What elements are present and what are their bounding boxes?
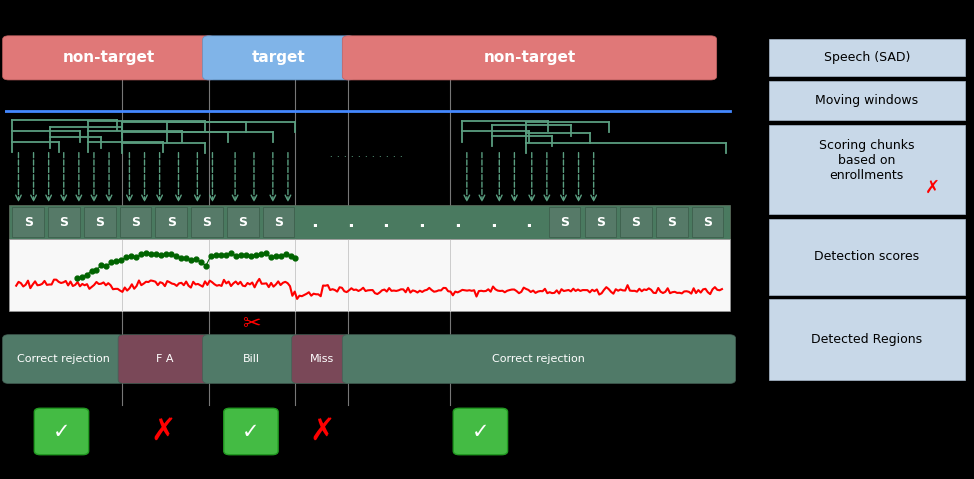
Bar (9, 205, 730, 240)
Bar (48, 207, 80, 237)
Bar (227, 207, 259, 237)
Bar (156, 207, 187, 237)
Text: Scoring chunks
based on
enrollments: Scoring chunks based on enrollments (819, 139, 915, 182)
Text: S: S (703, 216, 712, 229)
Text: .: . (418, 213, 425, 231)
Text: Detection scores: Detection scores (814, 250, 919, 263)
Text: S: S (631, 216, 641, 229)
FancyBboxPatch shape (34, 408, 89, 455)
Text: .: . (454, 213, 461, 231)
Bar (620, 207, 652, 237)
Text: ✓: ✓ (53, 422, 70, 442)
Text: ✂: ✂ (242, 314, 260, 334)
Text: ✗: ✗ (309, 417, 335, 446)
Text: .: . (311, 213, 318, 231)
FancyBboxPatch shape (342, 335, 735, 383)
Text: non-target: non-target (483, 50, 576, 65)
Bar (768, 125, 965, 214)
Text: Correct rejection: Correct rejection (493, 354, 585, 364)
Bar (768, 39, 965, 76)
Bar (120, 207, 151, 237)
Text: ✓: ✓ (471, 422, 489, 442)
Text: ✓: ✓ (243, 422, 260, 442)
Text: ✗: ✗ (151, 417, 176, 446)
FancyBboxPatch shape (224, 408, 279, 455)
FancyBboxPatch shape (203, 36, 355, 80)
Text: Detected Regions: Detected Regions (811, 333, 922, 346)
Bar (692, 207, 724, 237)
Bar (84, 207, 116, 237)
Text: .: . (525, 213, 533, 231)
Text: S: S (667, 216, 676, 229)
Bar (768, 81, 965, 120)
Text: .: . (383, 213, 390, 231)
Text: S: S (23, 216, 33, 229)
Text: S: S (131, 216, 140, 229)
FancyBboxPatch shape (203, 335, 299, 383)
Text: Moving windows: Moving windows (815, 94, 918, 107)
Bar (584, 207, 617, 237)
FancyBboxPatch shape (118, 335, 211, 383)
Bar (656, 207, 688, 237)
Text: S: S (95, 216, 104, 229)
Text: ✗: ✗ (924, 179, 940, 197)
Text: Miss: Miss (310, 354, 334, 364)
FancyBboxPatch shape (292, 335, 352, 383)
Bar (768, 299, 965, 380)
Bar (9, 240, 730, 311)
FancyBboxPatch shape (3, 335, 124, 383)
Bar (263, 207, 294, 237)
FancyBboxPatch shape (342, 36, 717, 80)
Text: S: S (596, 216, 605, 229)
FancyBboxPatch shape (3, 36, 214, 80)
FancyBboxPatch shape (453, 408, 507, 455)
Text: S: S (59, 216, 68, 229)
Text: S: S (274, 216, 283, 229)
Text: non-target: non-target (62, 50, 155, 65)
Text: target: target (251, 50, 306, 65)
Text: Speech (SAD): Speech (SAD) (824, 51, 910, 64)
Text: Correct rejection: Correct rejection (17, 354, 110, 364)
Bar (768, 219, 965, 295)
Text: .: . (490, 213, 497, 231)
Text: F A: F A (156, 354, 173, 364)
Text: .: . (347, 213, 354, 231)
Text: S: S (239, 216, 247, 229)
Bar (548, 207, 581, 237)
Text: . . . . . . . . . . .: . . . . . . . . . . . (330, 149, 404, 160)
Bar (191, 207, 223, 237)
Text: S: S (203, 216, 211, 229)
Text: S: S (167, 216, 175, 229)
Bar (13, 207, 44, 237)
Text: Bill: Bill (243, 354, 259, 364)
Text: S: S (560, 216, 569, 229)
